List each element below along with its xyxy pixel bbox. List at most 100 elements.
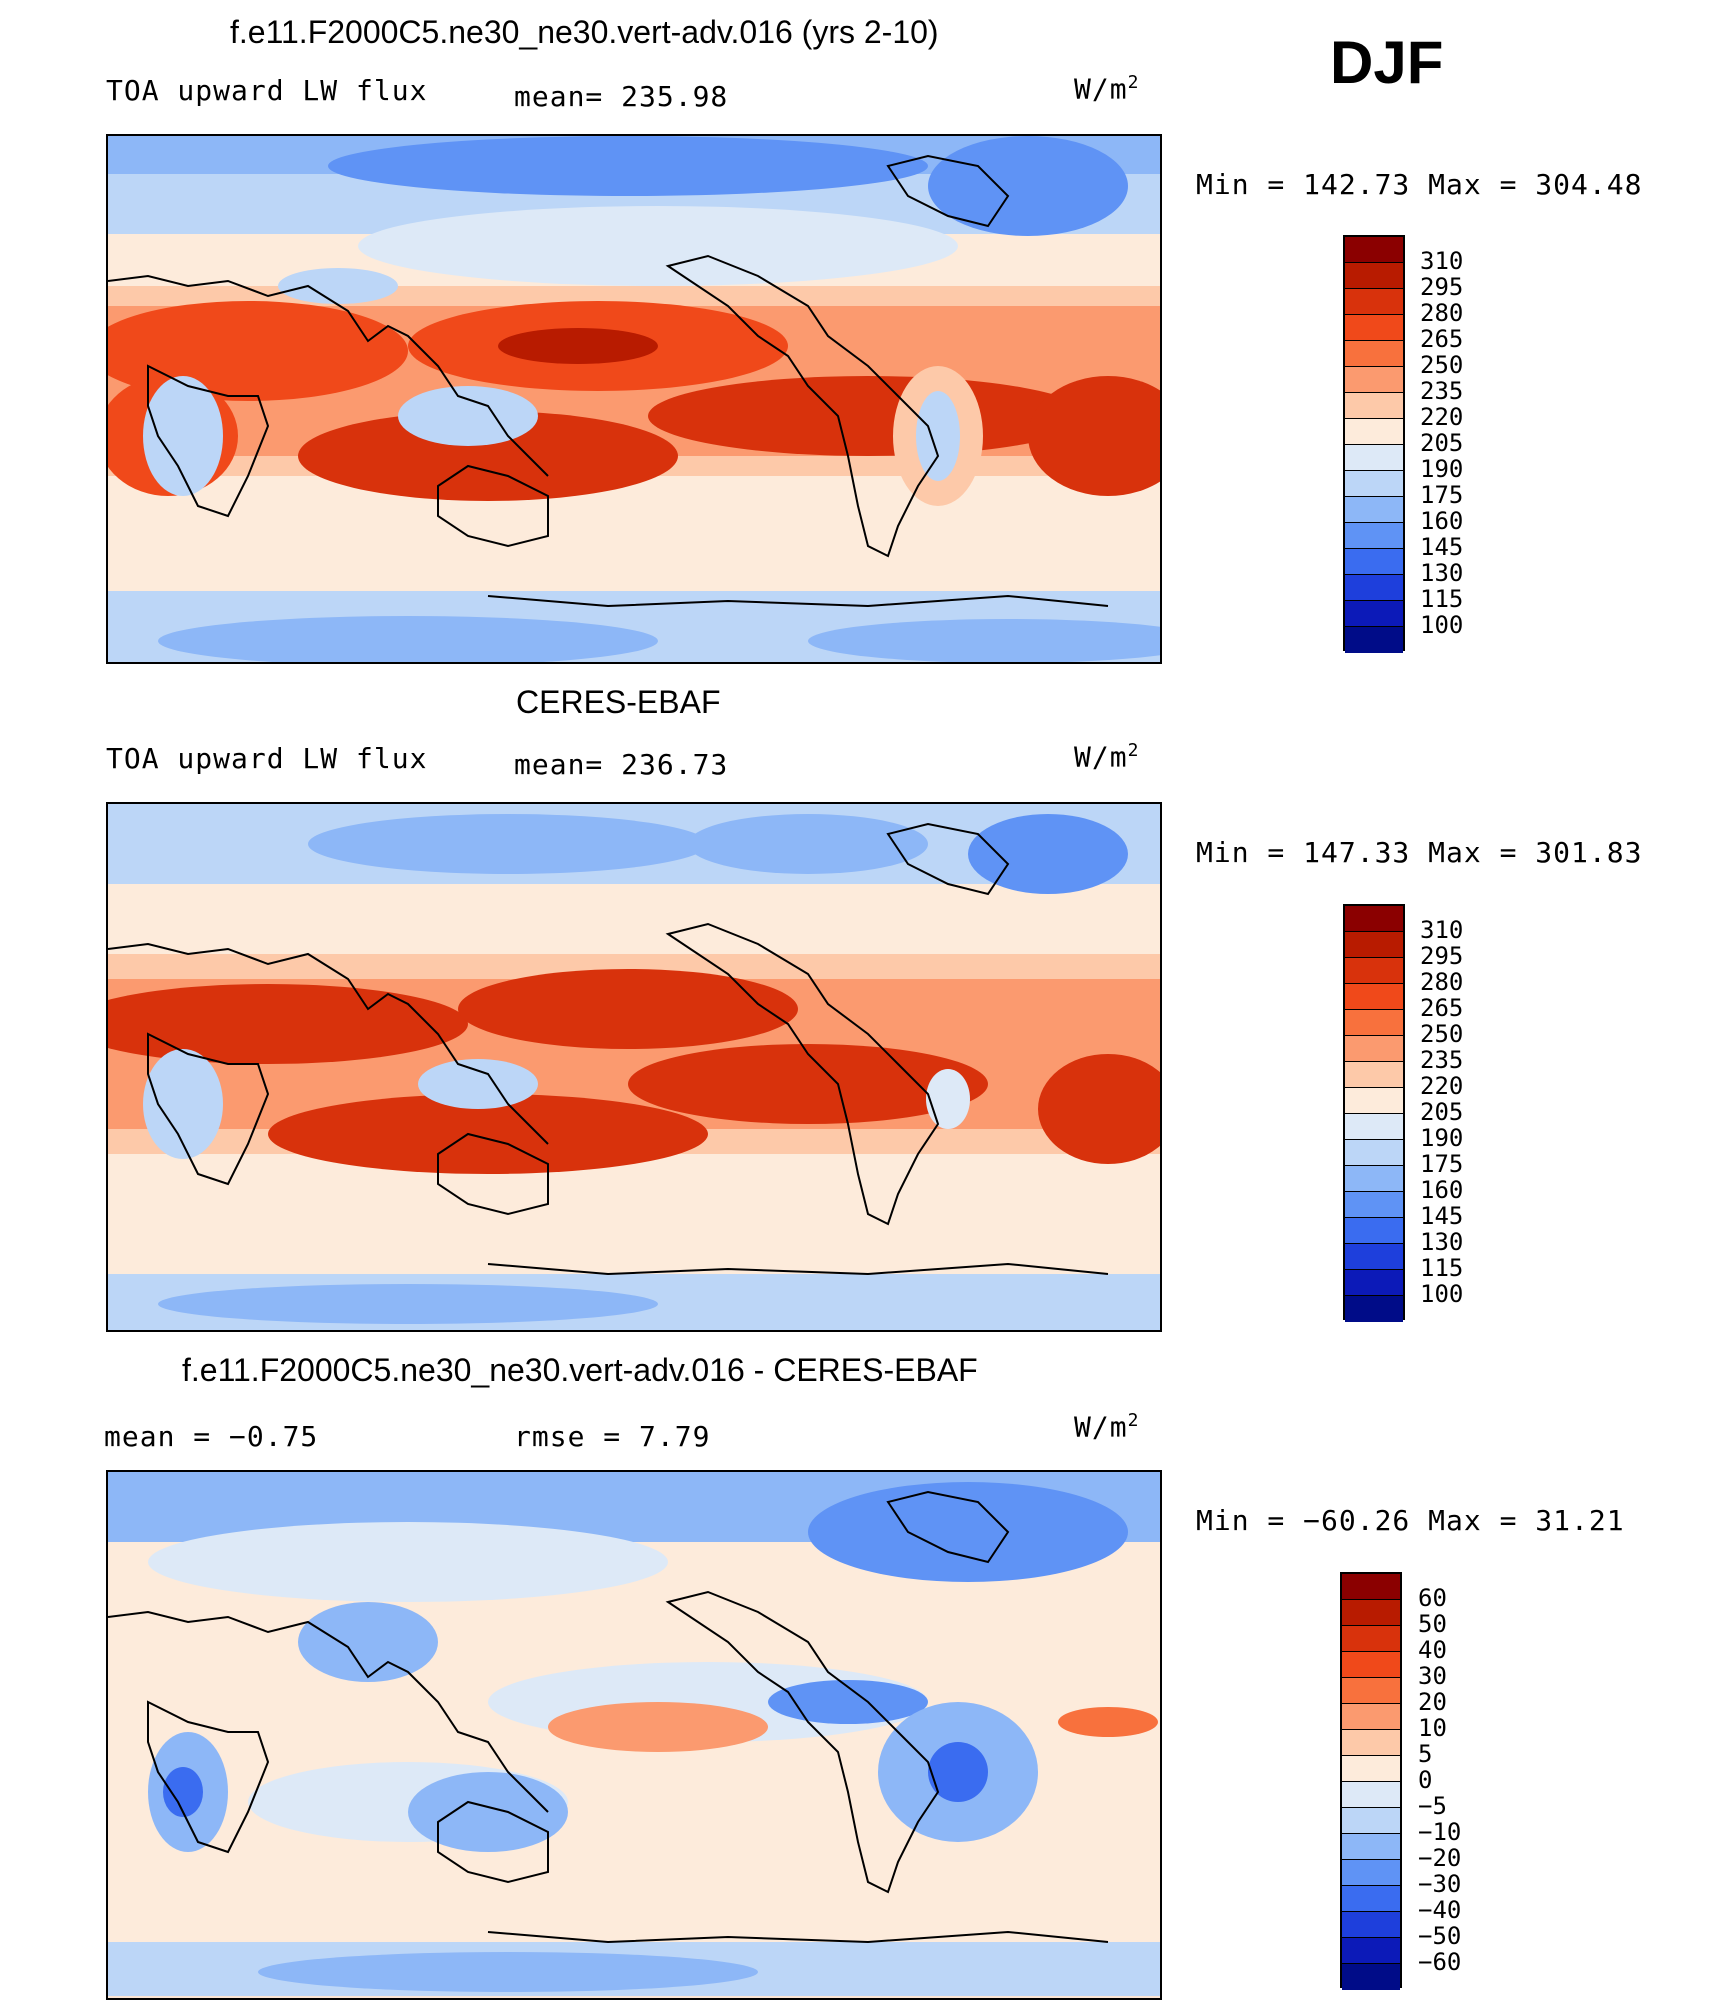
colorbar-swatch — [1342, 1600, 1400, 1626]
colorbar-swatch — [1345, 1088, 1403, 1114]
colorbar-swatch — [1342, 1808, 1400, 1834]
colorbar-tick-label: −60 — [1418, 1948, 1462, 1976]
panel1-colorbar — [1343, 235, 1405, 653]
colorbar-tick-label: −50 — [1418, 1922, 1462, 1950]
colorbar-swatch — [1345, 1192, 1403, 1218]
panel2-units: W/m2 — [1074, 740, 1140, 774]
colorbar-tick-label: −30 — [1418, 1870, 1462, 1898]
colorbar-swatch — [1342, 1782, 1400, 1808]
panel3-map — [106, 1470, 1162, 2000]
colorbar-swatch — [1345, 958, 1403, 984]
colorbar-tick-label: 145 — [1420, 1202, 1464, 1230]
colorbar-tick-label: 235 — [1420, 377, 1464, 405]
colorbar-swatch — [1342, 1652, 1400, 1678]
colorbar-tick-label: 265 — [1420, 994, 1464, 1022]
panel1-mean-label: mean= 235.98 — [514, 80, 729, 113]
colorbar-swatch — [1345, 1166, 1403, 1192]
colorbar-swatch — [1345, 393, 1403, 419]
colorbar-swatch — [1345, 445, 1403, 471]
panel2-colorbar — [1343, 904, 1405, 1322]
colorbar-swatch — [1345, 1114, 1403, 1140]
colorbar-tick-label: 190 — [1420, 455, 1464, 483]
colorbar-swatch — [1345, 1010, 1403, 1036]
colorbar-swatch — [1345, 1218, 1403, 1244]
colorbar-tick-label: 115 — [1420, 585, 1464, 613]
colorbar-tick-label: 310 — [1420, 247, 1464, 275]
colorbar-tick-label: 5 — [1418, 1740, 1433, 1768]
colorbar-swatch — [1345, 341, 1403, 367]
colorbar-swatch — [1342, 1678, 1400, 1704]
colorbar-swatch — [1345, 1244, 1403, 1270]
colorbar-tick-label: 60 — [1418, 1584, 1447, 1612]
colorbar-swatch — [1345, 601, 1403, 627]
colorbar-tick-label: 235 — [1420, 1046, 1464, 1074]
colorbar-swatch — [1345, 315, 1403, 341]
colorbar-swatch — [1345, 367, 1403, 393]
colorbar-swatch — [1342, 1886, 1400, 1912]
colorbar-swatch — [1345, 1036, 1403, 1062]
colorbar-swatch — [1345, 289, 1403, 315]
colorbar-swatch — [1345, 1062, 1403, 1088]
colorbar-tick-label: 115 — [1420, 1254, 1464, 1282]
colorbar-tick-label: 250 — [1420, 351, 1464, 379]
colorbar-tick-label: 130 — [1420, 1228, 1464, 1256]
panel3-map-field — [108, 1472, 1160, 1996]
colorbar-tick-label: 295 — [1420, 942, 1464, 970]
colorbar-swatch — [1345, 523, 1403, 549]
colorbar-swatch — [1345, 237, 1403, 263]
colorbar-swatch — [1342, 1730, 1400, 1756]
colorbar-swatch — [1342, 1626, 1400, 1652]
season-label: DJF — [1330, 29, 1444, 96]
colorbar-tick-label: 175 — [1420, 481, 1464, 509]
colorbar-tick-label: 30 — [1418, 1662, 1447, 1690]
panel3-colorbar — [1340, 1572, 1402, 1990]
colorbar-swatch — [1345, 906, 1403, 932]
colorbar-swatch — [1342, 1912, 1400, 1938]
colorbar-tick-label: −10 — [1418, 1818, 1462, 1846]
colorbar-swatch — [1345, 575, 1403, 601]
colorbar-swatch — [1342, 1574, 1400, 1600]
colorbar-swatch — [1345, 419, 1403, 445]
panel1-units: W/m2 — [1074, 72, 1140, 106]
colorbar-swatch — [1345, 627, 1403, 653]
colorbar-tick-label: −5 — [1418, 1792, 1447, 1820]
panel2-map-field — [108, 804, 1160, 1330]
colorbar-tick-label: 280 — [1420, 299, 1464, 327]
panel2-min-max: Min = 147.33 Max = 301.83 — [1196, 836, 1643, 869]
panel3-units: W/m2 — [1074, 1410, 1140, 1444]
colorbar-swatch — [1345, 471, 1403, 497]
colorbar-tick-label: 220 — [1420, 403, 1464, 431]
colorbar-tick-label: 20 — [1418, 1688, 1447, 1716]
colorbar-tick-label: 190 — [1420, 1124, 1464, 1152]
colorbar-tick-label: 220 — [1420, 1072, 1464, 1100]
panel2-title: CERES-EBAF — [516, 684, 721, 720]
panel1-title: f.e11.F2000C5.ne30_ne30.vert-adv.016 (yr… — [230, 14, 939, 50]
colorbar-tick-label: 205 — [1420, 429, 1464, 457]
colorbar-tick-label: 295 — [1420, 273, 1464, 301]
colorbar-swatch — [1345, 984, 1403, 1010]
panel3-mean-label: mean = −0.75 — [104, 1420, 319, 1453]
colorbar-tick-label: 130 — [1420, 559, 1464, 587]
colorbar-tick-label: 160 — [1420, 1176, 1464, 1204]
colorbar-tick-label: 40 — [1418, 1636, 1447, 1664]
colorbar-tick-label: 100 — [1420, 611, 1464, 639]
colorbar-swatch — [1342, 1860, 1400, 1886]
colorbar-swatch — [1342, 1834, 1400, 1860]
panel3-title: f.e11.F2000C5.ne30_ne30.vert-adv.016 - C… — [182, 1352, 978, 1388]
colorbar-swatch — [1345, 1270, 1403, 1296]
panel1-min-max: Min = 142.73 Max = 304.48 — [1196, 168, 1643, 201]
colorbar-swatch — [1342, 1938, 1400, 1964]
colorbar-swatch — [1345, 1140, 1403, 1166]
colorbar-tick-label: 280 — [1420, 968, 1464, 996]
colorbar-tick-label: 100 — [1420, 1280, 1464, 1308]
colorbar-tick-label: −20 — [1418, 1844, 1462, 1872]
colorbar-tick-label: 265 — [1420, 325, 1464, 353]
colorbar-tick-label: 310 — [1420, 916, 1464, 944]
panel1-map-field — [108, 136, 1160, 662]
colorbar-tick-label: 250 — [1420, 1020, 1464, 1048]
panel1-variable-label: TOA upward LW flux — [106, 74, 428, 107]
colorbar-tick-label: −40 — [1418, 1896, 1462, 1924]
colorbar-swatch — [1342, 1964, 1400, 1990]
colorbar-tick-label: 10 — [1418, 1714, 1447, 1742]
panel3-min-max: Min = −60.26 Max = 31.21 — [1196, 1504, 1625, 1537]
